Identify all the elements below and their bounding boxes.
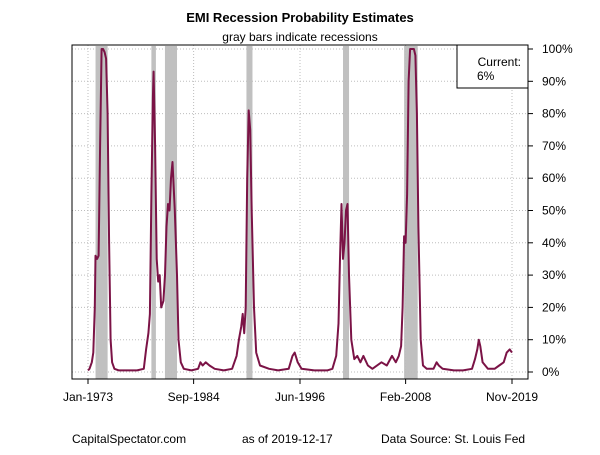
legend-value: 6% bbox=[477, 69, 495, 83]
y-tick-label: 90% bbox=[542, 74, 566, 88]
y-tick-label: 20% bbox=[542, 300, 566, 314]
chart-title: EMI Recession Probability Estimates bbox=[186, 10, 414, 25]
recession-bar bbox=[151, 46, 156, 379]
y-tick-label: 50% bbox=[542, 204, 566, 218]
y-tick-label: 70% bbox=[542, 139, 566, 153]
y-tick-label: 100% bbox=[542, 42, 573, 56]
y-axis: 0% 10% 20% 30% 40% 50% 60% 70% 80% 90% 100% bbox=[528, 42, 573, 379]
series-layer bbox=[87, 48, 513, 372]
footer-source-site: CapitalSpectator.com bbox=[72, 432, 186, 446]
grid-lines bbox=[72, 45, 528, 379]
x-tick-label: Nov-2019 bbox=[486, 390, 538, 404]
y-tick-label: 60% bbox=[542, 171, 566, 185]
x-tick-label: Jan-1973 bbox=[63, 390, 113, 404]
y-tick-label: 40% bbox=[542, 236, 566, 250]
y-tick-label: 30% bbox=[542, 268, 566, 282]
recession-bar bbox=[246, 46, 253, 379]
x-tick-label: Sep-1984 bbox=[168, 390, 220, 404]
plot-frame bbox=[71, 44, 529, 380]
recession-bar bbox=[164, 46, 178, 379]
legend-frame bbox=[456, 44, 529, 89]
y-tick-label: 10% bbox=[542, 333, 566, 347]
x-tick-label: Feb-2008 bbox=[380, 390, 432, 404]
y-tick-label: 80% bbox=[542, 107, 566, 121]
current-value-legend: Current: 6% bbox=[456, 44, 529, 89]
legend-label: Current: bbox=[478, 55, 521, 69]
chart-subtitle: gray bars indicate recessions bbox=[222, 30, 377, 44]
footer-date: as of 2019-12-17 bbox=[242, 432, 333, 446]
x-axis: Jan-1973 Sep-1984 Jun-1996 Feb-2008 Nov-2019 bbox=[63, 379, 538, 404]
footer-data-source: Data Source: St. Louis Fed bbox=[381, 432, 525, 446]
x-tick-label: Jun-1996 bbox=[275, 390, 325, 404]
recession-bars bbox=[95, 46, 418, 379]
recession-bar bbox=[95, 46, 108, 379]
series-line bbox=[87, 48, 513, 372]
y-tick-label: 0% bbox=[542, 365, 560, 379]
